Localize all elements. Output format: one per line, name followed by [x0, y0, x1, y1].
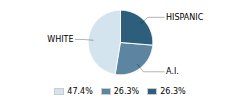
svg-text:A.I.: A.I. — [166, 67, 179, 76]
html-text:26.3%: 26.3% — [113, 86, 140, 96]
svg-text:WHITE: WHITE — [47, 35, 73, 44]
svg-text:HISPANIC: HISPANIC — [166, 13, 204, 22]
html-text:26.3%: 26.3% — [160, 86, 186, 96]
html-text:47.4%: 47.4% — [67, 86, 93, 96]
